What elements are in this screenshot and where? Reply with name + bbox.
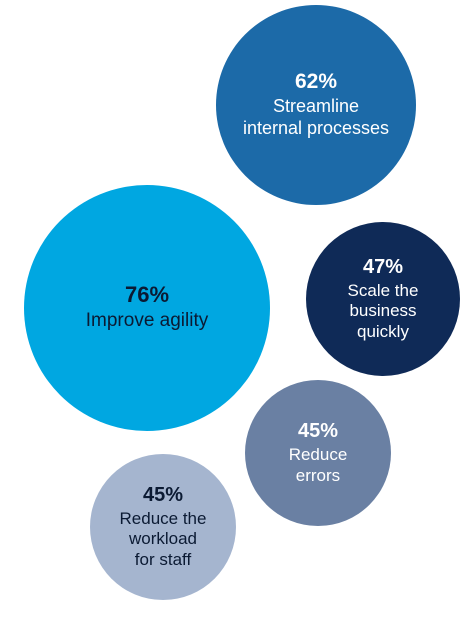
bubble-label-line: business — [349, 301, 417, 321]
bubble-category-label: Reduce errors — [289, 445, 348, 486]
bubble-label-line: internal processes — [242, 118, 390, 139]
bubble-label-line: Streamline — [272, 96, 360, 117]
bubble-category-label: Improve agility — [86, 310, 209, 333]
bubble-label-line: quickly — [357, 321, 409, 341]
bubble-workload: 45% Reduce the workload for staff — [90, 454, 236, 600]
bubble-value-label: 62% — [294, 70, 338, 94]
bubble-scale: 47% Scale the business quickly — [306, 222, 460, 376]
bubble-label-line: Scale the — [347, 280, 419, 300]
bubble-category-label: Scale the business quickly — [348, 281, 419, 342]
bubble-value-label: 47% — [362, 255, 404, 278]
bubble-value-label: 45% — [142, 483, 184, 506]
bubble-category-label: Streamline internal processes — [243, 96, 389, 139]
bubble-category-label: Reduce the workload for staff — [120, 509, 207, 570]
bubble-streamline: 62% Streamline internal processes — [216, 5, 416, 205]
bubble-label-line: for staff — [134, 549, 192, 569]
bubble-label-line: workload — [128, 529, 198, 549]
bubble-label-line: Reduce the — [119, 508, 207, 528]
bubble-label-line: Improve agility — [85, 310, 209, 332]
bubble-errors: 45% Reduce errors — [245, 380, 391, 526]
bubble-value-label: 45% — [297, 420, 339, 443]
bubble-agility: 76% Improve agility — [24, 185, 270, 431]
bubble-label-line: errors — [295, 465, 341, 485]
bubble-value-label: 76% — [124, 282, 170, 307]
bubble-label-line: Reduce — [288, 445, 348, 465]
